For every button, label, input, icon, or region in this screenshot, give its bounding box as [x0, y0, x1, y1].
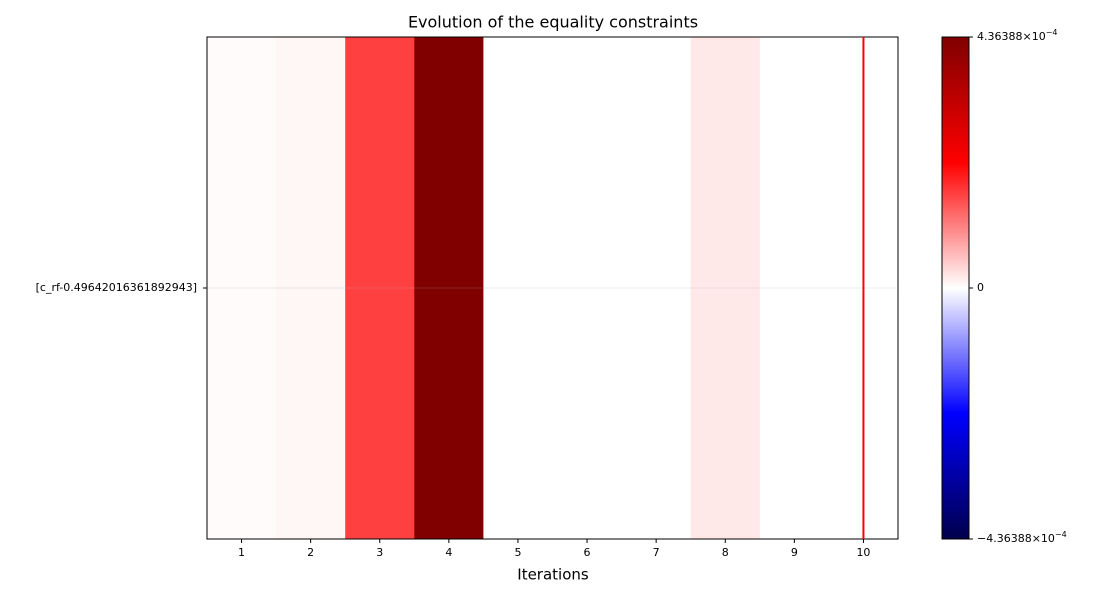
- colorbar-tick-exponent: −4: [1055, 530, 1067, 539]
- heatmap-cell: [552, 37, 622, 539]
- x-tick-label: 8: [722, 546, 729, 559]
- colorbar-tick-label: 4.36388×10−4: [977, 28, 1058, 44]
- x-tick-label: 3: [376, 546, 383, 559]
- x-tick-label: 9: [791, 546, 798, 559]
- colorbar-tick-exponent: −4: [1046, 28, 1058, 37]
- colorbar: [941, 36, 970, 540]
- heatmap-cell: [414, 37, 484, 539]
- heatmap-cell: [621, 37, 691, 539]
- x-tick-label: 5: [514, 546, 521, 559]
- x-tick-label: 4: [445, 546, 452, 559]
- y-tick-label: [c_rf-0.49642016361892943]: [36, 281, 197, 294]
- x-tick-label: 1: [238, 546, 245, 559]
- x-tick-label: 6: [584, 546, 591, 559]
- x-tick-label: 10: [856, 546, 870, 559]
- chart-title: Evolution of the equality constraints: [408, 13, 698, 32]
- heatmap-cell: [483, 37, 553, 539]
- heatmap-cell: [276, 37, 346, 539]
- colorbar-tick-label: 0: [977, 281, 984, 294]
- heatmap-cell: [690, 37, 761, 539]
- colorbar-tick-text: −4.36388×10: [977, 532, 1055, 545]
- x-tick-label: 7: [653, 546, 660, 559]
- heatmap-cell: [207, 37, 277, 539]
- colorbar-tick-text: 4.36388×10: [977, 30, 1046, 43]
- x-tick-label: 2: [307, 546, 314, 559]
- colorbar-tick-label: −4.36388×10−4: [977, 530, 1067, 546]
- heatmap-cell: [345, 37, 415, 539]
- heatmap-cell: [759, 37, 830, 539]
- x-axis-label: Iterations: [517, 566, 589, 584]
